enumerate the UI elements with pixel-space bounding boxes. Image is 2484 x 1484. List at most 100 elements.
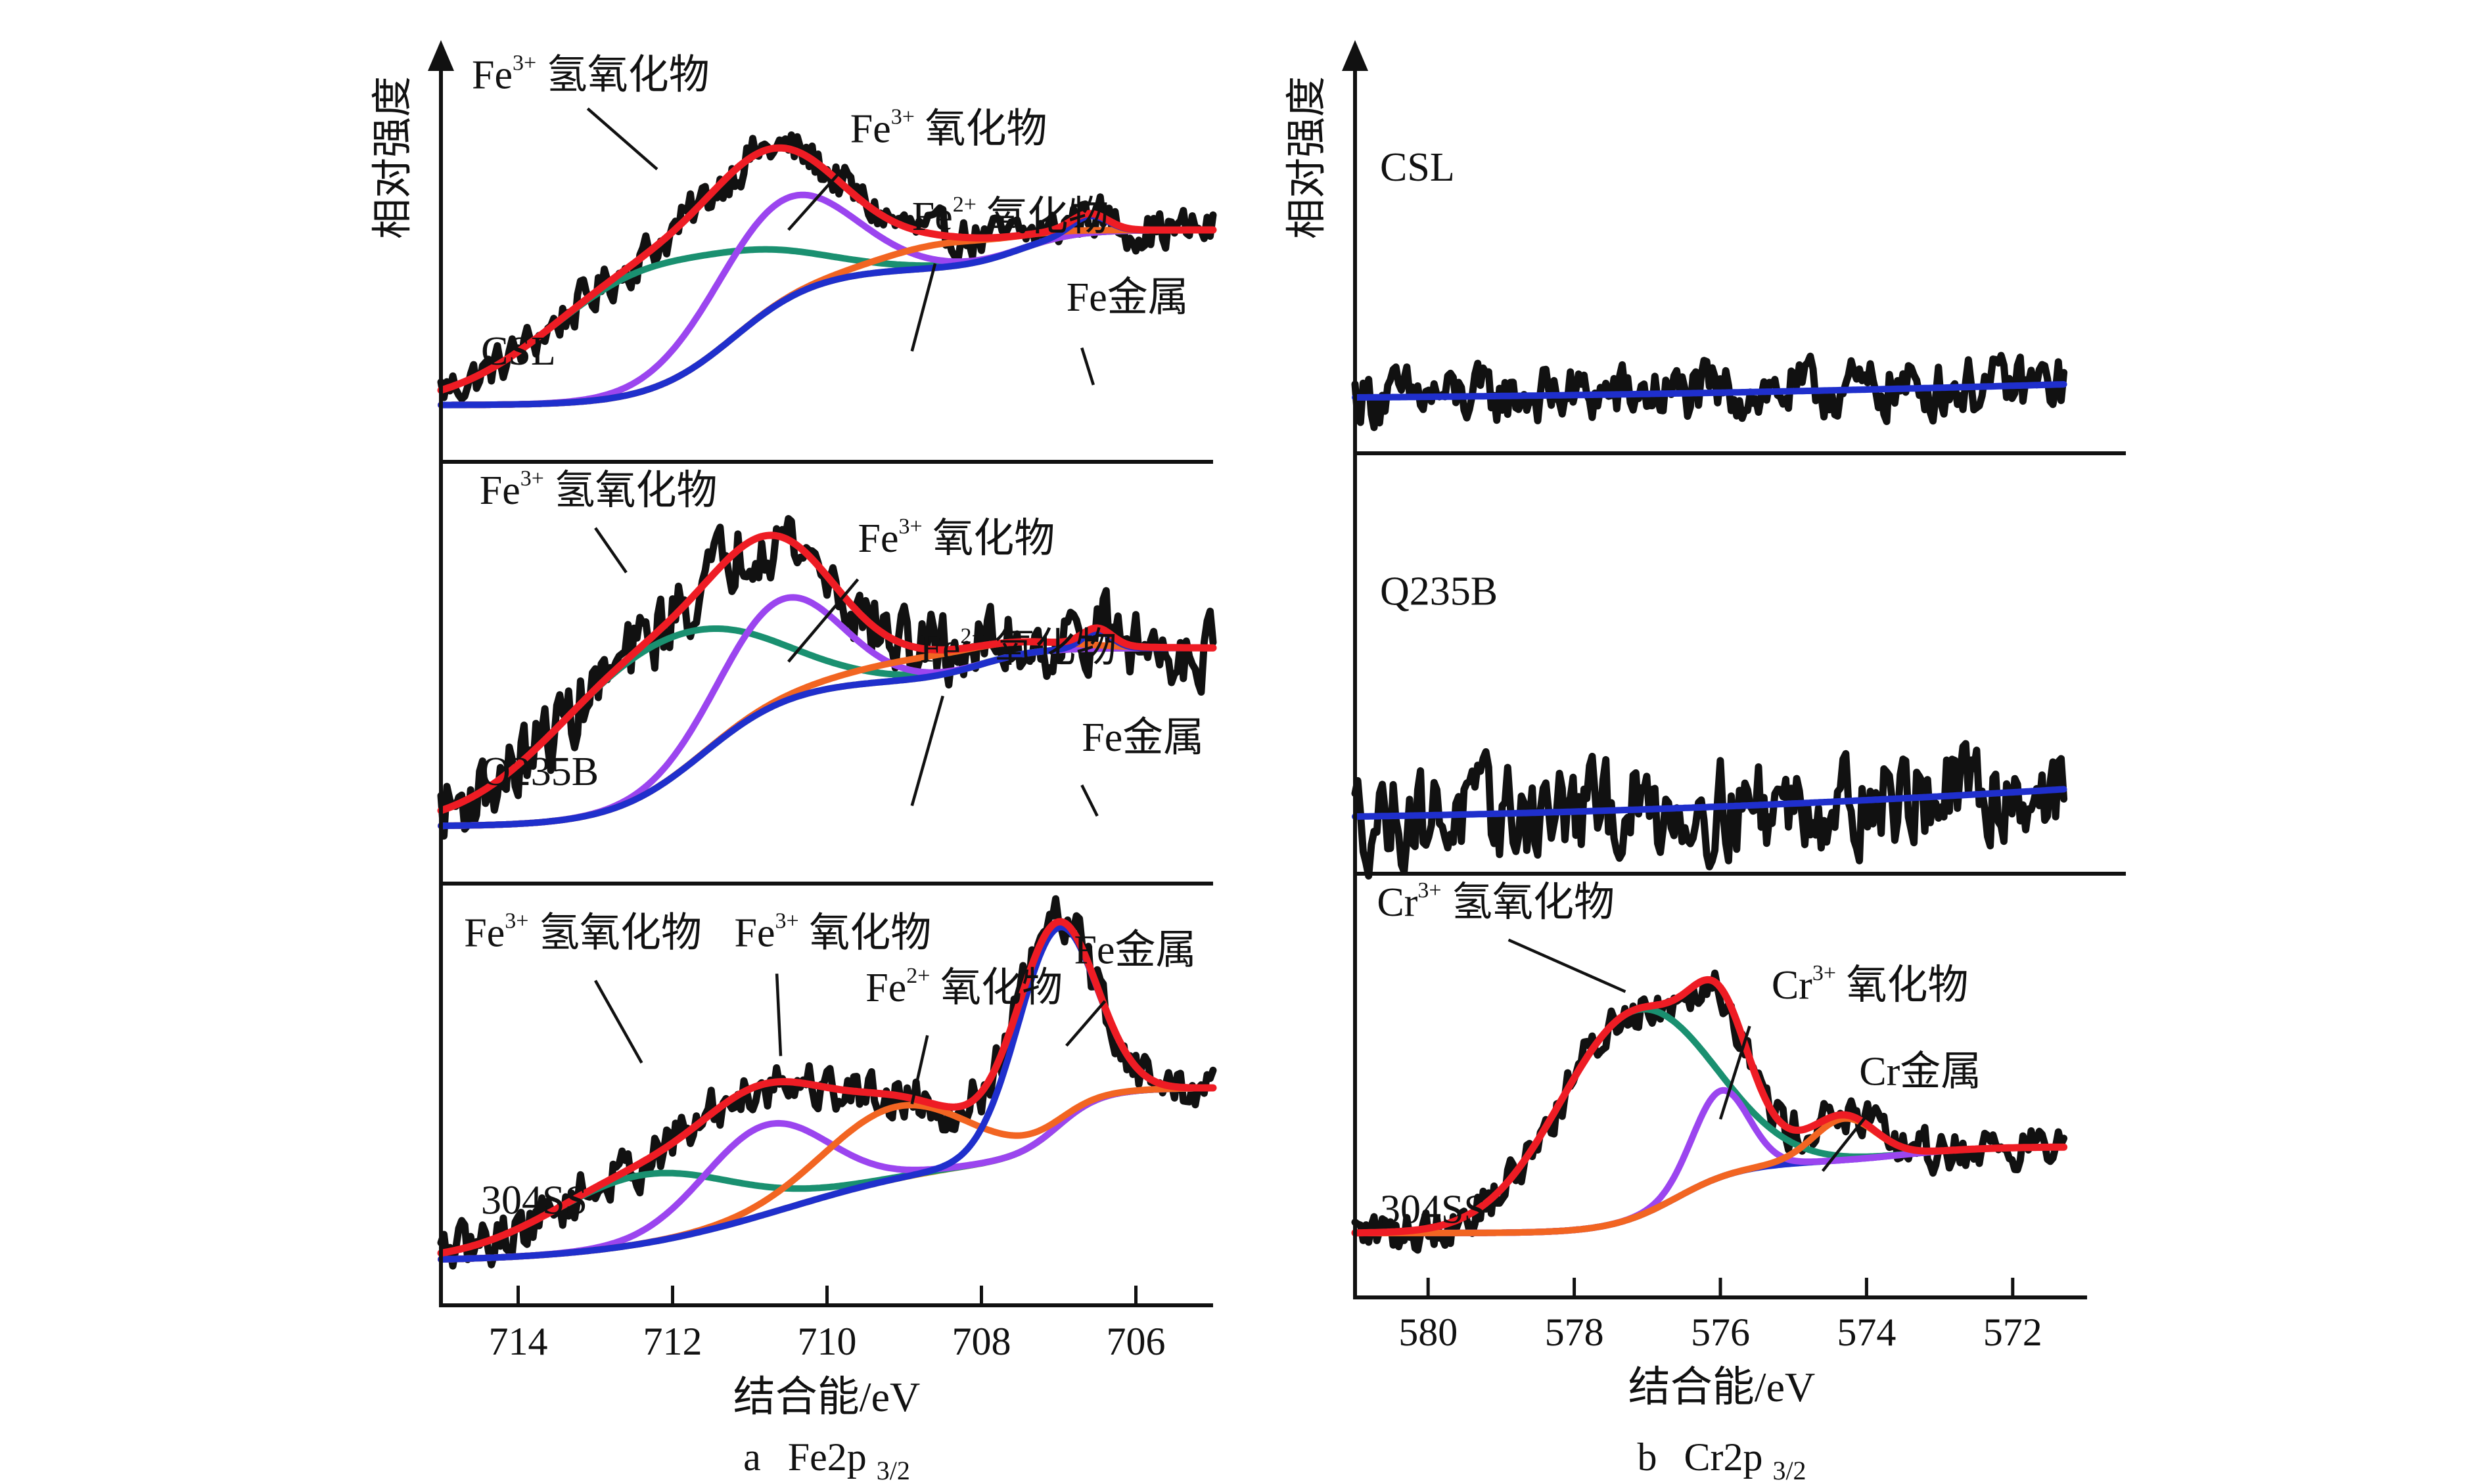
peak-label-charge: 2+ bbox=[953, 192, 977, 217]
cr2p-y-axis-arrow-icon bbox=[1342, 40, 1368, 71]
peak-label: Fe金属 bbox=[1074, 928, 1197, 973]
peak-leader-line bbox=[1821, 1115, 1868, 1172]
cr2p-x-tick-label: 578 bbox=[1545, 1311, 1604, 1354]
cr2p-caption-main: Cr2p bbox=[1684, 1435, 1762, 1479]
peak-label-species: 金属 bbox=[1122, 715, 1204, 760]
peak-label-element: Fe bbox=[858, 516, 899, 561]
peak-label: Fe3+ 氧化物 bbox=[850, 105, 1047, 152]
fe2p-caption-sub: 3/2 bbox=[877, 1456, 910, 1484]
component-line-hydroxide bbox=[438, 1085, 1216, 1257]
cr2p-caption-prefix: b bbox=[1637, 1435, 1657, 1479]
peak-leader-line bbox=[787, 168, 844, 231]
fitted-envelope-line bbox=[437, 918, 1217, 1257]
peak-label-species: 氧化物 bbox=[984, 626, 1117, 671]
cr2p-x-tick-label: 580 bbox=[1398, 1311, 1458, 1354]
background-line bbox=[1352, 786, 2067, 820]
peak-label-species: 氧化物 bbox=[977, 194, 1109, 239]
peak-leader-line bbox=[1080, 347, 1095, 386]
cr2p-x-tick-label: 572 bbox=[1983, 1311, 2042, 1354]
fe2p-caption: a Fe2p 3/2 bbox=[743, 1435, 910, 1484]
peak-label-charge: 3+ bbox=[513, 51, 536, 75]
peak-label-species: 氢氧化物 bbox=[544, 468, 718, 513]
cr2p-y-axis-label: 相对强度 bbox=[1285, 76, 1329, 239]
fe2p-x-tick-label: 708 bbox=[952, 1320, 1011, 1363]
peak-label-element: Fe bbox=[1067, 275, 1107, 320]
peak-label-element: Fe bbox=[735, 911, 775, 955]
peak-label-species: 氧化物 bbox=[1836, 963, 1969, 1008]
cr2p-panel-q235b: Q235B bbox=[1351, 570, 2068, 880]
peak-label-element: Fe bbox=[920, 626, 961, 671]
peak-label-element: Fe bbox=[865, 966, 906, 1010]
component-line-oxide3 bbox=[438, 1085, 1216, 1263]
peak-label-element: Cr bbox=[1772, 963, 1812, 1008]
peak-label-species: 氢氧化物 bbox=[536, 53, 710, 97]
component-line-oxide2 bbox=[438, 1085, 1216, 1263]
peak-label-species: 氧化物 bbox=[915, 107, 1047, 152]
peak-label: Fe2+ 氧化物 bbox=[912, 192, 1109, 239]
peak-label-species: 金属 bbox=[1107, 275, 1189, 320]
peak-label-element: Fe bbox=[912, 194, 953, 239]
peak-label-element: Fe bbox=[480, 468, 520, 513]
peak-leader-line bbox=[594, 979, 643, 1064]
fe2p-y-axis-arrow-icon bbox=[428, 40, 454, 71]
peak-label-charge: 3+ bbox=[891, 105, 915, 129]
peak-label: Cr金属 bbox=[1859, 1049, 1981, 1094]
peak-label: Fe3+ 氧化物 bbox=[735, 909, 932, 955]
cr2p-caption: b Cr2p 3/2 bbox=[1637, 1435, 1806, 1484]
peak-label-charge: 2+ bbox=[961, 624, 984, 648]
peak-label: Fe3+ 氢氧化物 bbox=[472, 51, 710, 97]
cr2p-x-ticks: 580 578 576 574 572 bbox=[1398, 1278, 2042, 1354]
peak-label-species: 氧化物 bbox=[930, 966, 1063, 1010]
cr2p-x-axis-label: 结合能/eV bbox=[1628, 1364, 1815, 1410]
peak-label-element: Fe bbox=[1082, 715, 1122, 760]
fe2p-caption-prefix: a bbox=[743, 1435, 761, 1479]
peak-leader-line bbox=[910, 1035, 929, 1105]
peak-leader-line bbox=[1080, 784, 1099, 817]
peak-label: Cr3+ 氧化物 bbox=[1772, 961, 1969, 1008]
peak-label-species: 金属 bbox=[1115, 928, 1197, 973]
sample-label: 304SS bbox=[1380, 1187, 1486, 1232]
peak-leader-line bbox=[910, 695, 944, 807]
fitted-envelope-line bbox=[1351, 976, 2068, 1237]
fe2p-x-tick-label: 712 bbox=[643, 1320, 702, 1363]
peak-leader-line bbox=[594, 527, 628, 573]
peak-label: Fe金属 bbox=[1082, 715, 1204, 760]
peak-label-element: Fe bbox=[472, 53, 513, 97]
peak-label: Fe2+ 氧化物 bbox=[865, 964, 1063, 1010]
fitted-envelope-line bbox=[437, 531, 1217, 815]
sample-label: CSL bbox=[481, 329, 556, 374]
background-line bbox=[438, 1085, 1216, 1263]
peak-label-species: 氢氧化物 bbox=[528, 911, 702, 955]
peak-label-species: 金属 bbox=[1900, 1049, 1981, 1094]
peak-leader-line bbox=[787, 578, 860, 663]
peak-label: Fe3+ 氧化物 bbox=[858, 514, 1055, 561]
peak-leader-line bbox=[1718, 1025, 1751, 1120]
fe2p-x-ticks: 714 712 710 708 706 bbox=[489, 1286, 1166, 1363]
peak-label: Fe2+ 氧化物 bbox=[920, 624, 1117, 671]
peak-label-charge: 3+ bbox=[505, 909, 528, 933]
peak-label-element: Fe bbox=[1074, 928, 1115, 973]
peak-label-charge: 2+ bbox=[906, 964, 930, 988]
sample-label: CSL bbox=[1380, 145, 1455, 190]
peak-label-charge: 3+ bbox=[1417, 878, 1441, 903]
sample-label: 304SS bbox=[481, 1179, 587, 1223]
peak-leader-line bbox=[910, 263, 937, 352]
fitted-envelope-line bbox=[437, 144, 1217, 394]
peak-label-element: Fe bbox=[464, 911, 505, 955]
raw-spectrum-line bbox=[1351, 351, 2068, 432]
cr2p-caption-sub: 3/2 bbox=[1772, 1456, 1806, 1484]
fe2p-y-axis-label: 相对强度 bbox=[371, 76, 415, 239]
sample-label: Q235B bbox=[481, 750, 599, 794]
peak-label-element: Cr bbox=[1859, 1049, 1900, 1094]
peak-label-species: 氢氧化物 bbox=[1442, 880, 1615, 925]
peak-leader-line bbox=[1065, 1000, 1107, 1047]
peak-label-charge: 3+ bbox=[775, 909, 799, 933]
raw-spectrum-line bbox=[1351, 740, 2068, 880]
